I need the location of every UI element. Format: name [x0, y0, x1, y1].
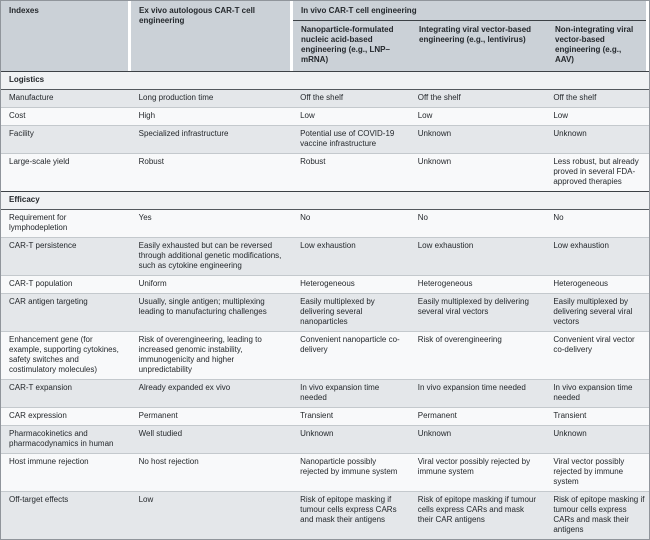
- row-label: Host immune rejection: [9, 457, 89, 466]
- row-value: Low: [300, 111, 315, 120]
- table-row: Facility Specialized infrastructure Potent…: [1, 125, 649, 153]
- row-value: Well studied: [138, 429, 183, 438]
- table-row: CAR-T persistence Easily exhausted but ca…: [1, 237, 649, 275]
- row-label: Off-target effects: [9, 495, 69, 504]
- row-label: Facility: [9, 129, 34, 138]
- row-value: Transient: [553, 411, 587, 420]
- table-row: Manufacture Long production time Off the s…: [1, 90, 649, 107]
- row-value: Unknown: [417, 429, 452, 438]
- row-label: CAR-T persistence: [9, 241, 77, 250]
- table-row: Requirement for lymphodepletion Yes No No No: [1, 210, 649, 237]
- row-value: Easily multiplexed by delivering several…: [300, 297, 375, 326]
- row-value: Unknown: [300, 429, 334, 438]
- row-value: Risk of overengineering: [417, 335, 502, 344]
- row-value: High: [138, 111, 156, 120]
- row-value: Uniform: [138, 279, 167, 288]
- header-cell-nanoparticle: Nanoparticle-formulated nucleic acid-bas…: [301, 25, 394, 64]
- row-value: In vivo expansion time needed: [553, 383, 633, 402]
- header-cell-ex-vivo: Ex vivo autologous CAR-T cell engineerin…: [131, 1, 293, 71]
- row-value: Robust: [138, 157, 164, 166]
- table-row: Cost High Low Low Low: [1, 107, 649, 125]
- row-label: CAR-T expansion: [9, 383, 72, 392]
- header-cell-integrating: Integrating viral vector-based engineeri…: [419, 25, 532, 44]
- section-band: Efficacy: [1, 191, 649, 210]
- row-value: Convenient nanoparticle co-delivery: [300, 335, 400, 354]
- row-value: Off the shelf: [417, 93, 461, 102]
- table-row: CAR expression Permanent Transient Permanen…: [1, 407, 649, 425]
- header-group-title: In vivo CAR-T cell engineering: [293, 1, 646, 21]
- row-label: Cost: [9, 111, 26, 120]
- row-value: Unknown: [553, 429, 587, 438]
- row-label: CAR-T population: [9, 279, 73, 288]
- row-value: Yes: [138, 213, 152, 222]
- table-row: CAR antigen targeting Usually, single ant…: [1, 293, 649, 331]
- row-value: Off the shelf: [300, 93, 344, 102]
- row-value: Easily exhausted but can be reversed thr…: [138, 241, 282, 270]
- row-value: In vivo expansion time needed: [300, 383, 380, 402]
- row-value: Transient: [300, 411, 334, 420]
- header-cell-non-integrating: Non-integrating viral vector-based engin…: [555, 25, 634, 64]
- header-cell-indexes: Indexes: [1, 1, 131, 71]
- row-label: Requirement for lymphodepletion: [9, 213, 68, 232]
- row-label: Pharmacokinetics and pharmacodynamics in…: [9, 429, 114, 448]
- row-value: Permanent: [417, 411, 457, 420]
- row-value: Risk of epitope masking if tumour cells …: [300, 495, 397, 524]
- table-header: Indexes Ex vivo autologous CAR-T cell en…: [1, 1, 649, 71]
- row-value: Low exhaustion: [553, 241, 609, 250]
- row-value: Heterogeneous: [553, 279, 609, 288]
- table-row: Host immune rejection No host rejection Na…: [1, 453, 649, 491]
- row-value: In vivo expansion time needed: [417, 383, 526, 392]
- row-value: Usually, single antigen; multiplexing le…: [138, 297, 267, 316]
- table-row: Off-target effects Low Risk of epitope mas…: [1, 491, 649, 539]
- row-value: Heterogeneous: [300, 279, 355, 288]
- row-value: Less robust, but already proved in sever…: [553, 157, 639, 186]
- row-value: Long production time: [138, 93, 214, 102]
- row-label: CAR antigen targeting: [9, 297, 88, 306]
- header-group-in-vivo: In vivo CAR-T cell engineering Nanoparti…: [293, 1, 646, 71]
- table-row: CAR-T expansion Already expanded ex vivo I…: [1, 379, 649, 407]
- table-row: Large-scale yield Robust Robust Unknown Less…: [1, 153, 649, 191]
- header-subrow: Nanoparticle-formulated nucleic acid-bas…: [293, 21, 646, 71]
- row-value: Low exhaustion: [300, 241, 356, 250]
- section-band: Logistics: [1, 71, 649, 90]
- row-value: Permanent: [138, 411, 178, 420]
- row-label: CAR expression: [9, 411, 67, 420]
- row-value: Easily multiplexed by delivering several…: [553, 297, 633, 326]
- row-value: Risk of epitope masking if tumour cells …: [553, 495, 645, 534]
- row-value: Risk of overengineering, leading to incr…: [138, 335, 262, 374]
- row-label: Large-scale yield: [9, 157, 70, 166]
- table-body: Logistics Manufacture Long production time…: [1, 71, 649, 539]
- row-value: Unknown: [417, 157, 452, 166]
- row-value: Potential use of COVID-19 vaccine infras…: [300, 129, 395, 148]
- row-value: Nanoparticle possibly rejected by immune…: [300, 457, 398, 476]
- row-value: Risk of epitope masking if tumour cells …: [417, 495, 537, 524]
- row-value: Already expanded ex vivo: [138, 383, 231, 392]
- row-value: Low: [138, 495, 154, 504]
- row-value: No host rejection: [138, 457, 199, 466]
- row-value: No: [417, 213, 428, 222]
- row-value: Specialized infrastructure: [138, 129, 229, 138]
- row-value: Convenient viral vector co-delivery: [553, 335, 635, 354]
- row-value: Viral vector possibly rejected by immune…: [553, 457, 625, 486]
- row-value: Low: [417, 111, 433, 120]
- row-value: Unknown: [553, 129, 587, 138]
- row-value: Off the shelf: [553, 93, 597, 102]
- row-value: No: [300, 213, 311, 222]
- row-value: Heterogeneous: [417, 279, 473, 288]
- table-row: CAR-T population Uniform Heterogeneous Hete…: [1, 275, 649, 293]
- row-label: Enhancement gene (for example, supportin…: [9, 335, 119, 374]
- row-value: No: [553, 213, 564, 222]
- row-value: Low: [553, 111, 568, 120]
- row-value: Viral vector possibly rejected by immune…: [417, 457, 531, 476]
- row-label: Manufacture: [9, 93, 54, 102]
- row-value: Easily multiplexed by delivering several…: [417, 297, 529, 316]
- table-row: Enhancement gene (for example, supportin…: [1, 331, 649, 379]
- table-row: Pharmacokinetics and pharmacodynamics in…: [1, 425, 649, 453]
- row-value: Low exhaustion: [417, 241, 474, 250]
- row-value: Robust: [300, 157, 326, 166]
- row-value: Unknown: [417, 129, 452, 138]
